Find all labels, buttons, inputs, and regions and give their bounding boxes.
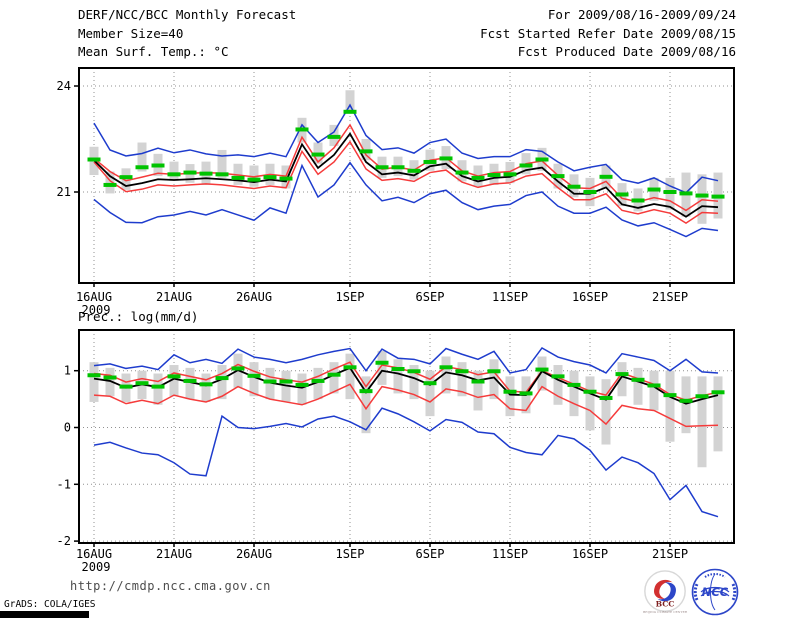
ncc-logo-icon: NCC (691, 568, 739, 616)
spread-bar (329, 362, 339, 394)
spread-bar (409, 365, 419, 400)
spread-bar (361, 376, 371, 434)
spread-bar (425, 370, 435, 417)
svg-text:6SEP: 6SEP (416, 290, 445, 304)
spread-bar (105, 367, 115, 397)
spread-bar (393, 359, 403, 394)
spread-bar (313, 367, 323, 400)
spread-bar (89, 362, 99, 402)
spread-bar (297, 373, 307, 405)
svg-text:16AUG: 16AUG (76, 547, 112, 561)
refer-date-label: Fcst Started Refer Date 2009/08/15 (480, 26, 736, 41)
spread-bar (489, 359, 499, 400)
svg-text:11SEP: 11SEP (492, 547, 528, 561)
svg-text:1SEP: 1SEP (336, 290, 365, 304)
svg-text:26AUG: 26AUG (236, 290, 272, 304)
spread-bar (681, 376, 691, 434)
spread-bar (569, 370, 579, 417)
svg-text:21AUG: 21AUG (156, 547, 192, 561)
spread-bar (153, 373, 163, 405)
spread-bar (617, 362, 627, 397)
svg-text:16SEP: 16SEP (572, 290, 608, 304)
spread-bar (457, 362, 467, 397)
series-ensemble-mean (93, 366, 719, 405)
spread-bar (713, 376, 723, 452)
spread-bar (249, 362, 259, 397)
spread-bar (697, 376, 707, 468)
series-plus-spread (93, 123, 719, 212)
spread-bar (105, 171, 115, 194)
svg-text:-2: -2 (57, 534, 71, 548)
svg-text:NCC: NCC (702, 585, 729, 599)
spread-bar (649, 370, 659, 411)
spread-bar (441, 356, 451, 394)
svg-text:21AUG: 21AUG (156, 290, 192, 304)
svg-text:16SEP: 16SEP (572, 547, 608, 561)
svg-text:BEIJING CLIMATE CENTER: BEIJING CLIMATE CENTER (643, 610, 688, 614)
spread-bar (553, 365, 563, 405)
temp-chart-title: Mean Surf. Temp.: °C (78, 44, 229, 59)
series-ensemble-min (93, 407, 719, 518)
spread-bar (217, 365, 227, 400)
source-url: http://cmdp.ncc.cma.gov.cn (70, 579, 271, 593)
svg-text:21SEP: 21SEP (652, 547, 688, 561)
svg-text:2009: 2009 (82, 303, 111, 317)
spread-bar (377, 350, 387, 385)
spread-bar (201, 373, 211, 402)
page-title: DERF/NCC/BCC Monthly Forecast (78, 7, 297, 22)
series-ensemble-max (93, 346, 719, 374)
svg-text:1: 1 (64, 364, 71, 378)
forecast-period-label: For 2009/08/16-2009/09/24 (547, 7, 736, 22)
member-size-label: Member Size=40 (78, 26, 184, 41)
svg-text:21SEP: 21SEP (652, 290, 688, 304)
series-minus-spread (93, 383, 719, 428)
bcc-logo-icon: BCC BEIJING CLIMATE CENTER (643, 570, 688, 614)
svg-text:1SEP: 1SEP (336, 547, 365, 561)
spread-bar (473, 370, 483, 411)
spread-bar (537, 356, 547, 391)
series-minus-spread (93, 140, 719, 224)
spread-bar (137, 142, 147, 172)
svg-text:11SEP: 11SEP (492, 290, 528, 304)
spread-bar (169, 161, 179, 181)
spread-bar (345, 353, 355, 400)
svg-text:BCC: BCC (656, 599, 675, 608)
svg-text:2009: 2009 (82, 560, 111, 574)
produced-date-label: Fcst Produced Date 2009/08/16 (517, 44, 736, 59)
svg-text:26AUG: 26AUG (236, 547, 272, 561)
spread-bar (601, 379, 611, 445)
series-plus-spread (93, 361, 719, 402)
spread-bar (585, 376, 595, 431)
svg-text:6SEP: 6SEP (416, 547, 445, 561)
svg-text:21: 21 (57, 185, 71, 199)
grads-credit: GrADS: COLA/IGES (4, 599, 96, 610)
series-ensemble-max (93, 103, 719, 194)
spread-bar (169, 365, 179, 397)
series-ensemble-min (93, 161, 719, 238)
series-ensemble-mean (93, 132, 719, 218)
precip-chart-title: Prec.: log(mm/d) (78, 309, 199, 324)
bottom-black-bar (0, 611, 89, 618)
svg-text:0: 0 (64, 421, 71, 435)
spread-bar (665, 370, 675, 442)
spread-bar (185, 367, 195, 400)
svg-text:16AUG: 16AUG (76, 290, 112, 304)
svg-text:24: 24 (57, 79, 71, 93)
spread-bar (217, 149, 227, 178)
spread-bar (505, 376, 515, 417)
spread-bar (345, 90, 355, 114)
spread-bar (633, 367, 643, 405)
svg-text:-1: -1 (57, 477, 71, 491)
